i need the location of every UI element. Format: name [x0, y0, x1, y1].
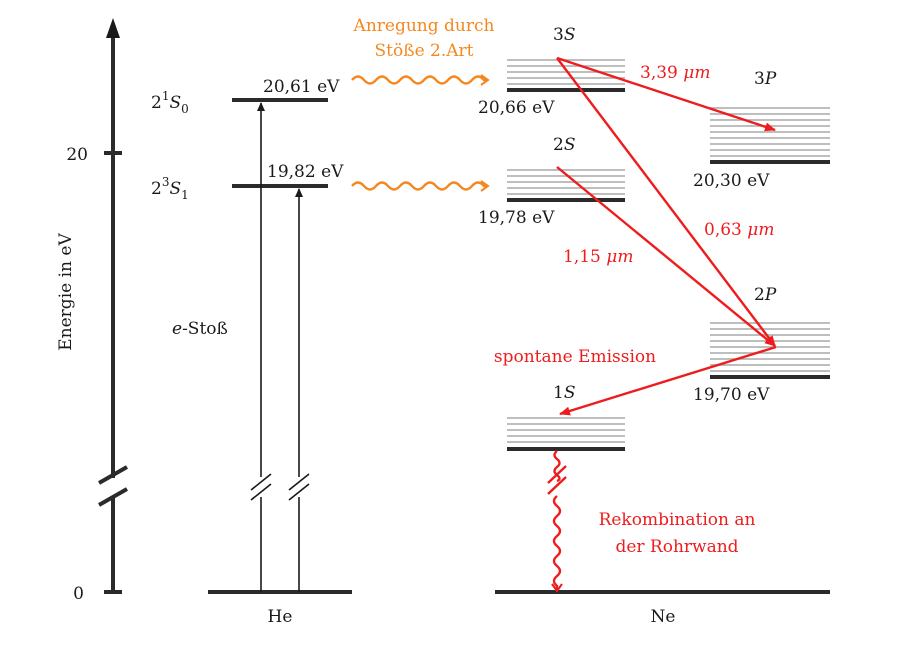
- wavelength-063-label: 0,63 μm: [704, 220, 774, 240]
- axis-break-mark: [98, 487, 128, 507]
- laser-transitions: 3,39 μm 0,63 μm 1,15 μm spontane Emissio…: [494, 56, 777, 593]
- wavelength-339-label: 3,39 μm: [640, 63, 710, 83]
- ne-3s-energy: 20,66 eV: [478, 98, 555, 118]
- transfer-wave-upper: [351, 74, 490, 86]
- electron-impact-label: e-Stoß: [172, 319, 228, 339]
- spontaneous-emission-label: spontane Emission: [494, 347, 656, 367]
- transition-3s-2p: [556, 57, 776, 347]
- recombination-label-line1: Rekombination an: [599, 510, 756, 530]
- he-singlet-term: 21S0: [151, 89, 189, 116]
- break-mark: [288, 473, 310, 491]
- ne-3p-term: 3P: [754, 69, 777, 89]
- tick-label-0: 0: [73, 584, 84, 604]
- axis-arrowhead: [106, 18, 120, 38]
- ne-1s-term: 1S: [553, 383, 575, 403]
- transition-2p-1s: [559, 345, 777, 416]
- wavelength-115-label: 1,15 μm: [563, 247, 633, 267]
- transfer-label-line1: Anregung durch: [353, 16, 495, 36]
- ne-2s-term: 2S: [553, 135, 575, 155]
- collision-transfer: Anregung durch Stöße 2.Art: [351, 16, 495, 192]
- break-mark: [547, 476, 567, 495]
- ne-label: Ne: [651, 607, 676, 627]
- ne-1s-sublevels: [507, 417, 625, 443]
- he-label: He: [268, 607, 293, 627]
- transition-3s-3p: [556, 56, 776, 132]
- ne-2p-term: 2P: [754, 285, 777, 305]
- break-mark: [547, 465, 567, 484]
- he-triplet-term: 23S1: [151, 175, 189, 202]
- tick-label-20: 20: [66, 145, 88, 165]
- ne-3s-term: 3S: [553, 25, 575, 45]
- ne-2p-sublevels: [710, 322, 830, 372]
- ne-3p-energy: 20,30 eV: [693, 171, 770, 191]
- he-singlet-energy: 20,61 eV: [263, 77, 340, 97]
- ne-2s-sublevels: [507, 169, 625, 195]
- ne-2s-energy: 19,78 eV: [478, 208, 555, 228]
- he-triplet-energy: 19,82 eV: [267, 162, 344, 182]
- ne-2p-energy: 19,70 eV: [693, 385, 770, 405]
- transfer-label-line2: Stöße 2.Art: [375, 41, 474, 61]
- break-mark: [250, 473, 272, 491]
- break-mark: [250, 483, 272, 501]
- recombination-wave-lower: [551, 495, 563, 593]
- ne-3s-sublevels: [507, 59, 625, 85]
- transfer-wave-lower: [351, 180, 490, 192]
- helium-levels: He 21S0 23S1 20,61 eV 19,82 eV e-Stoß: [151, 77, 352, 627]
- axis-title: Energie in eV: [56, 233, 76, 351]
- axis-break-mark: [98, 465, 128, 485]
- recombination-wave-upper: [553, 450, 561, 483]
- transition-2s-2p: [556, 166, 776, 347]
- recombination-label-line2: der Rohrwand: [615, 537, 738, 557]
- break-mark: [288, 483, 310, 501]
- energy-axis: 20 0 Energie in eV: [56, 18, 128, 604]
